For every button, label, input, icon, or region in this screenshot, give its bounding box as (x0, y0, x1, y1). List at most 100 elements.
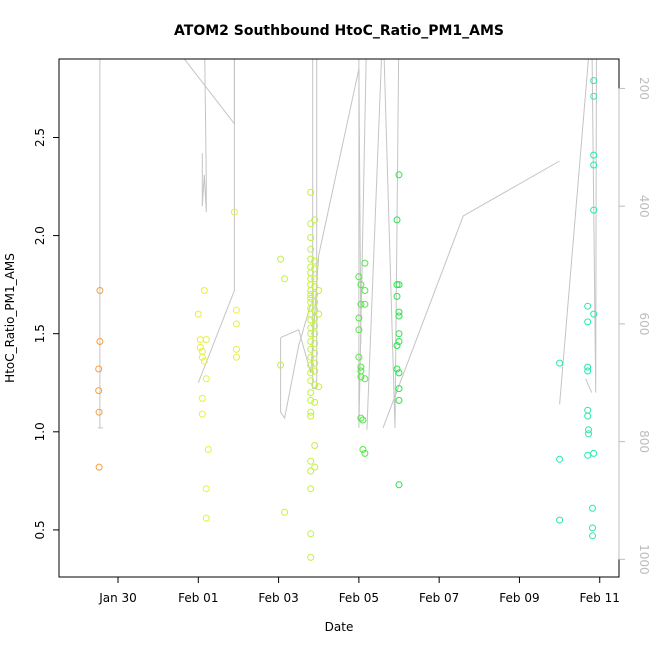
data-point (307, 220, 315, 228)
y-tick-label: 1.0 (33, 422, 47, 441)
data-point (357, 363, 365, 371)
data-point (584, 318, 592, 326)
data-point (277, 361, 285, 369)
data-point (311, 306, 319, 314)
y2-axis: 200 400 600 800 1000 (618, 77, 650, 575)
data-point (315, 287, 323, 294)
data-point (232, 320, 240, 328)
data-point (395, 369, 403, 377)
data-point (393, 216, 401, 224)
x-tick-label: Feb 11 (580, 591, 620, 605)
line-segment-7 (312, 59, 318, 390)
data-point (361, 375, 369, 383)
data-point (395, 481, 403, 489)
data-point (198, 410, 206, 418)
x-tick-label: Feb 07 (419, 591, 459, 605)
data-point (359, 446, 367, 453)
data-point (361, 300, 369, 308)
data-point (277, 255, 285, 263)
data-point (395, 396, 403, 404)
data-point (584, 363, 592, 371)
data-point (395, 330, 403, 338)
data-point (307, 396, 315, 404)
line-segments (97, 59, 597, 430)
data-point (311, 283, 319, 291)
line-segment-6 (280, 255, 320, 374)
data-point (590, 92, 598, 100)
y-tick-label: 2.0 (33, 226, 47, 245)
data-point (307, 377, 315, 385)
line-segment-8 (318, 68, 362, 344)
data-point (311, 330, 319, 338)
data-point (202, 514, 210, 522)
data-point (204, 446, 212, 453)
data-point (307, 316, 315, 324)
data-point (232, 306, 240, 314)
data-point (311, 314, 319, 322)
data-point (311, 265, 319, 273)
data-point (307, 188, 315, 196)
data-point (355, 314, 363, 322)
data-point (198, 353, 206, 361)
data-point (589, 532, 596, 540)
data-point (590, 161, 598, 169)
data-point (590, 449, 598, 457)
data-point (307, 408, 315, 416)
data-point (393, 292, 401, 300)
data-point (281, 508, 289, 516)
data-point (96, 338, 104, 345)
data-point (96, 287, 104, 294)
data-point (585, 430, 592, 438)
data-point (395, 308, 403, 316)
data-point (198, 394, 206, 402)
data-point (584, 302, 592, 310)
data-point (355, 353, 363, 361)
data-point (584, 412, 592, 420)
data-point (315, 310, 323, 318)
data-point (556, 455, 564, 463)
data-point (307, 412, 315, 420)
data-point (307, 234, 315, 242)
data-point (361, 259, 369, 267)
data-point (307, 287, 315, 294)
data-point (307, 291, 315, 298)
data-point (281, 275, 289, 283)
line-segment-5 (280, 304, 312, 420)
data-point (395, 281, 403, 289)
data-point (355, 273, 363, 281)
data-point (200, 357, 208, 365)
data-point (307, 330, 315, 338)
chart-title: ATOM2 Southbound HtoC_Ratio_PM1_AMS (174, 23, 504, 39)
data-point (355, 326, 363, 334)
data-point (311, 398, 319, 406)
x-tick-label: Feb 01 (178, 591, 218, 605)
data-point (357, 373, 365, 381)
y-axis-label: HtoC_Ratio_PM1_AMS (3, 253, 17, 383)
data-point (307, 369, 315, 377)
data-point (200, 287, 208, 294)
y-axis: 0.5 1.0 1.5 2.0 2.5 (33, 128, 59, 539)
line-segment-9 (358, 59, 367, 428)
data-point (307, 353, 315, 361)
data-point (307, 485, 315, 493)
line-segment-4 (201, 59, 207, 213)
data-point (307, 338, 315, 345)
data-point (311, 349, 319, 357)
data-point (357, 300, 365, 308)
data-point (311, 298, 319, 306)
y2-tick-label: 200 (637, 77, 650, 100)
y-tick-label: 0.5 (33, 520, 47, 539)
data-point (585, 426, 592, 434)
data-point (311, 442, 319, 449)
data-point (196, 336, 204, 344)
data-point (95, 408, 103, 416)
data-point (589, 524, 596, 532)
data-point (393, 281, 401, 289)
data-point (315, 383, 323, 391)
data-point (307, 361, 315, 369)
plot-frame (58, 58, 620, 578)
data-point (556, 359, 564, 367)
data-point (202, 336, 210, 344)
data-point (194, 310, 202, 318)
